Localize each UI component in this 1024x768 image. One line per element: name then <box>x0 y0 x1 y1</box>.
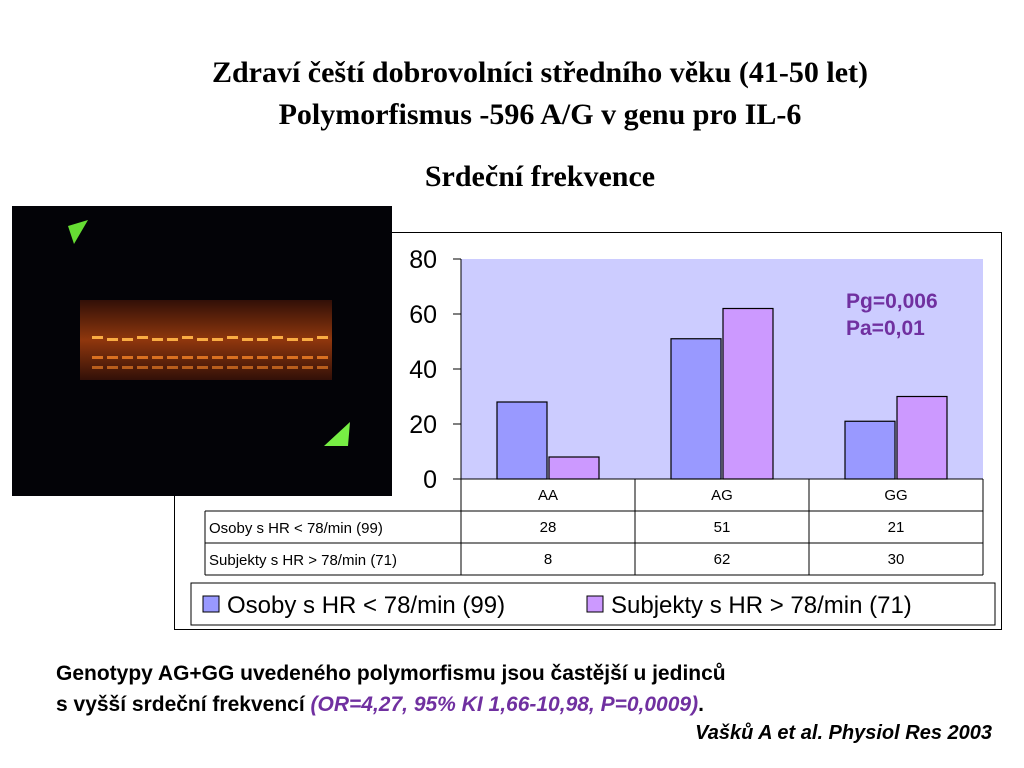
gel-band <box>317 366 328 369</box>
gel-band <box>182 366 193 369</box>
gel-band <box>92 336 103 339</box>
table-series-label-2: Subjekty s HR > 78/min (71) <box>209 552 397 569</box>
gel-band <box>92 356 103 359</box>
gel-band <box>137 336 148 339</box>
gel-band <box>242 366 253 369</box>
legend-swatch-2 <box>586 595 604 613</box>
gel-band <box>302 338 313 341</box>
plot-area <box>461 259 983 479</box>
table-series-label-1: Osoby s HR < 78/min (99) <box>209 520 383 537</box>
gel-band <box>92 366 103 369</box>
gel-band <box>107 366 118 369</box>
gel-band <box>152 338 163 341</box>
gel-band <box>227 336 238 339</box>
slide-title-line2: Polymorfismus -596 A/G v genu pro IL-6 <box>278 98 802 131</box>
bar-gg-series1 <box>844 420 896 480</box>
conclusion-line2: s vyšší srdeční frekvencí <box>56 693 305 716</box>
table-value: 28 <box>540 519 557 536</box>
table-value: 21 <box>888 519 905 536</box>
y-tick-label: 20 <box>409 411 437 439</box>
gel-band <box>122 366 133 369</box>
gel-band <box>227 366 238 369</box>
citation: Vašků A et al. Physiol Res 2003 <box>695 722 992 744</box>
gel-band <box>302 356 313 359</box>
conclusion-end: . <box>698 693 704 716</box>
table-value: 62 <box>714 551 731 568</box>
gel-band <box>107 338 118 341</box>
conclusion-stat: (OR=4,27, 95% KI 1,66-10,98, P=0,0009) <box>310 693 699 716</box>
gel-band <box>287 366 298 369</box>
gel-band <box>257 338 268 341</box>
bar-chart: 0 20 40 60 80 AA AG GG Osoby s HR < 78/min (99) 2… <box>190 246 996 626</box>
annotation-pg: Pg=0,006 <box>846 290 938 313</box>
gel-band <box>137 366 148 369</box>
gel-band <box>212 356 223 359</box>
gel-band <box>107 356 118 359</box>
gel-band <box>317 356 328 359</box>
table-value: 8 <box>544 551 552 568</box>
gel-band <box>137 356 148 359</box>
gel-band <box>212 338 223 341</box>
annotation-pa: Pa=0,01 <box>846 317 925 340</box>
legend-label-2: Subjekty s HR > 78/min (71) <box>611 592 912 619</box>
legend-label-1: Osoby s HR < 78/min (99) <box>227 592 505 619</box>
gel-band <box>242 356 253 359</box>
gel-band <box>272 366 283 369</box>
gel-band <box>302 366 313 369</box>
y-tick-label: 0 <box>423 466 437 494</box>
y-tick-label: 40 <box>409 356 437 384</box>
gel-band <box>167 338 178 341</box>
gel-band <box>152 366 163 369</box>
gel-band <box>167 366 178 369</box>
gel-band <box>242 338 253 341</box>
legend-swatch-1 <box>202 595 220 613</box>
gel-band <box>182 336 193 339</box>
gel-band <box>257 356 268 359</box>
gel-band <box>287 338 298 341</box>
gel-band <box>167 356 178 359</box>
table-category-aa: AA <box>538 487 558 504</box>
gel-electrophoresis-image <box>12 206 392 496</box>
gel-band <box>272 356 283 359</box>
y-tick-label: 60 <box>409 301 437 329</box>
y-tick-label: 80 <box>409 246 437 274</box>
gel-band <box>257 366 268 369</box>
gel-band <box>197 366 208 369</box>
conclusion-line1: Genotypy AG+GG uvedeného polymorfismu js… <box>56 662 726 685</box>
bar-aa-series1 <box>496 401 548 480</box>
gel-band <box>182 356 193 359</box>
bar-ag-series1 <box>670 338 722 480</box>
table-value: 51 <box>714 519 731 536</box>
gel-band <box>227 356 238 359</box>
table-category-ag: AG <box>711 487 733 504</box>
slide-title-line1: Zdraví čeští dobrovolníci středního věku… <box>211 56 869 89</box>
gel-band <box>152 356 163 359</box>
conclusion-text: Genotypy AG+GG uvedeného polymorfismu js… <box>56 658 726 720</box>
gel-band <box>197 356 208 359</box>
bar-aa-series2 <box>548 456 600 480</box>
gel-band <box>272 336 283 339</box>
gel-band <box>122 338 133 341</box>
marker-triangle-bottom <box>324 422 350 446</box>
gel-band <box>287 356 298 359</box>
marker-triangle-top <box>68 220 88 244</box>
chart-subtitle: Srdeční frekvence <box>424 160 656 193</box>
gel-band <box>212 366 223 369</box>
gel-band <box>197 338 208 341</box>
bar-gg-series2 <box>896 395 948 480</box>
gel-band <box>317 336 328 339</box>
bar-ag-series2 <box>722 307 774 480</box>
table-category-gg: GG <box>884 487 907 504</box>
gel-band <box>122 356 133 359</box>
table-value: 30 <box>888 551 905 568</box>
chart-frame: 0 20 40 60 80 AA AG GG Osoby s HR < 78/min (99) 2… <box>174 232 1002 630</box>
